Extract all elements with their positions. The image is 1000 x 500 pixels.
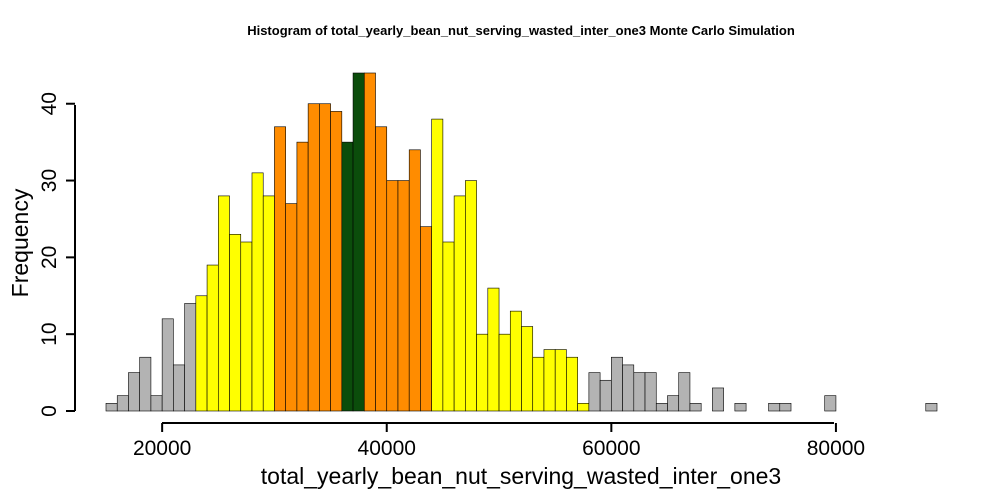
histogram-bar xyxy=(577,403,590,412)
histogram-bar xyxy=(341,141,354,412)
histogram-bar xyxy=(655,403,668,412)
histogram-bar xyxy=(453,195,466,412)
histogram-bar xyxy=(599,379,612,412)
y-tick-label: 20 xyxy=(38,246,61,269)
histogram-bar xyxy=(161,318,174,412)
chart-title: Histogram of total_yearly_bean_nut_servi… xyxy=(247,23,795,38)
histogram-bar xyxy=(768,403,781,412)
y-ticks-group: 0 10 20 30 40 xyxy=(38,92,75,417)
histogram-bar xyxy=(566,356,578,412)
histogram-bar xyxy=(397,180,410,412)
histogram-bar xyxy=(296,141,309,412)
histogram-bar xyxy=(229,234,242,412)
histogram-bar xyxy=(498,333,511,412)
histogram-bar xyxy=(633,372,646,412)
x-tick-label: 80000 xyxy=(807,437,865,460)
histogram-bar xyxy=(779,403,792,412)
histogram-bar xyxy=(644,372,657,412)
histogram-bar xyxy=(375,126,388,412)
histogram-bar xyxy=(442,241,455,412)
histogram-bar xyxy=(251,172,264,412)
histogram-bar xyxy=(116,395,129,412)
histogram-bar xyxy=(150,395,163,412)
bars-group xyxy=(105,72,938,412)
x-ticks-group: 20000 40000 60000 80000 xyxy=(133,423,865,460)
histogram-bar xyxy=(554,349,567,412)
y-tick-label: 30 xyxy=(38,169,61,192)
y-axis-title: Frequency xyxy=(7,188,33,297)
histogram-bar xyxy=(128,372,140,412)
histogram-bar xyxy=(925,403,938,412)
histogram-bar xyxy=(611,356,623,412)
histogram-bar xyxy=(206,264,219,412)
histogram-bar xyxy=(667,395,680,412)
x-tick-label: 60000 xyxy=(582,437,640,460)
histogram-bar xyxy=(105,403,118,412)
histogram-bar xyxy=(319,103,331,412)
histogram-bar xyxy=(386,180,399,412)
histogram-bar xyxy=(262,195,275,412)
y-tick-label: 10 xyxy=(38,323,61,346)
histogram-bar xyxy=(431,118,444,412)
histogram-bar xyxy=(543,349,556,412)
histogram-bar xyxy=(712,387,724,412)
histogram-bar xyxy=(240,241,253,412)
histogram-bar xyxy=(274,126,286,412)
histogram-bar xyxy=(487,287,500,412)
histogram-bar xyxy=(509,310,522,412)
histogram-bar xyxy=(588,372,601,412)
y-tick-label: 40 xyxy=(38,92,61,115)
histogram-bar xyxy=(408,149,421,412)
histogram-bar xyxy=(307,103,320,412)
histogram-bar xyxy=(330,111,343,412)
histogram-bar xyxy=(285,203,298,412)
histogram-bar xyxy=(139,356,152,412)
histogram-bar xyxy=(476,333,489,412)
histogram-bar xyxy=(173,364,185,412)
histogram-bar xyxy=(824,395,837,412)
histogram-bar xyxy=(689,403,702,412)
histogram-bar xyxy=(352,72,365,412)
histogram-bar xyxy=(420,226,432,412)
histogram-bar xyxy=(532,356,545,412)
x-tick-label: 20000 xyxy=(133,437,191,460)
histogram-bar xyxy=(363,72,376,412)
histogram-bar xyxy=(184,303,197,412)
histogram-bar xyxy=(521,326,534,412)
histogram-bar xyxy=(678,372,691,412)
histogram-bar xyxy=(465,180,477,412)
x-tick-label: 40000 xyxy=(358,437,416,460)
histogram-bar xyxy=(734,403,747,412)
histogram-bar xyxy=(622,364,635,412)
y-tick-label: 0 xyxy=(38,405,61,417)
histogram-bar xyxy=(217,195,230,412)
histogram-bar xyxy=(195,295,208,412)
x-axis-title: total_yearly_bean_nut_serving_wasted_int… xyxy=(261,463,781,489)
